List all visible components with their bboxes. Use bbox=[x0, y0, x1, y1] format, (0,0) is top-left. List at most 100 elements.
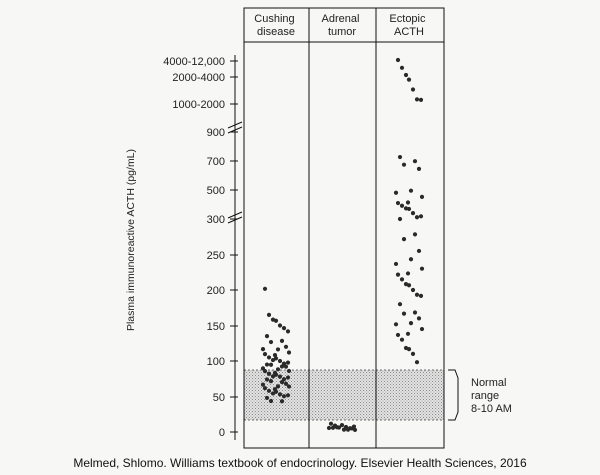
data-point bbox=[266, 355, 272, 360]
data-point bbox=[273, 356, 279, 361]
data-point bbox=[408, 321, 414, 326]
data-point bbox=[410, 351, 416, 356]
data-point bbox=[401, 237, 407, 242]
y-tick-label: 2000-4000 bbox=[172, 72, 225, 84]
data-point bbox=[412, 159, 418, 164]
data-point bbox=[352, 427, 358, 432]
data-point bbox=[285, 329, 291, 334]
data-point bbox=[262, 286, 268, 291]
data-point bbox=[272, 353, 278, 358]
data-point bbox=[418, 214, 424, 219]
data-point bbox=[268, 339, 274, 345]
data-point bbox=[406, 347, 412, 352]
normal-range-label-line2: range bbox=[471, 390, 499, 402]
data-point bbox=[393, 261, 399, 267]
y-tick-label: 700 bbox=[207, 156, 225, 168]
data-point bbox=[279, 364, 285, 369]
y-axis-break bbox=[227, 121, 243, 224]
data-point bbox=[397, 302, 403, 307]
data-point bbox=[419, 194, 425, 199]
data-point bbox=[418, 97, 424, 102]
y-tick-label: 900 bbox=[207, 127, 225, 139]
column-label-cushing: Cushing disease bbox=[254, 13, 297, 38]
y-tick-label: 50 bbox=[213, 392, 225, 404]
data-point bbox=[268, 362, 274, 367]
data-point bbox=[412, 232, 418, 237]
normal-range-label-line3: 8-10 AM bbox=[471, 403, 512, 415]
data-point bbox=[406, 283, 412, 288]
data-point bbox=[405, 331, 411, 336]
data-points bbox=[260, 57, 425, 432]
data-point bbox=[401, 311, 407, 316]
data-point bbox=[273, 318, 279, 323]
data-point bbox=[286, 350, 292, 355]
data-point bbox=[264, 377, 270, 382]
data-point bbox=[279, 338, 285, 343]
plot-frame bbox=[243, 7, 445, 449]
column-label-ectopic: Ectopic ACTH bbox=[389, 13, 428, 38]
data-point bbox=[268, 379, 274, 384]
data-point bbox=[405, 271, 411, 276]
data-point bbox=[393, 190, 399, 195]
normal-range-band bbox=[244, 370, 444, 420]
column-label-adrenal: Adrenal tumor bbox=[322, 13, 363, 38]
data-point bbox=[286, 384, 292, 389]
data-point bbox=[399, 337, 405, 342]
normal-range-bracket bbox=[448, 369, 459, 421]
data-point bbox=[339, 423, 345, 428]
data-point bbox=[264, 334, 270, 339]
data-point bbox=[279, 379, 285, 385]
data-point bbox=[395, 272, 401, 277]
y-tick-label: 4000-12,000 bbox=[163, 56, 225, 68]
column-label-ectopic-line2: ACTH bbox=[394, 26, 424, 38]
y-tick-label: 200 bbox=[207, 285, 225, 297]
data-point bbox=[397, 216, 403, 222]
column-label-ectopic-line1: Ectopic bbox=[389, 13, 426, 25]
data-point bbox=[262, 369, 268, 374]
normal-range-label-line1: Normal bbox=[471, 377, 506, 389]
citation: Melmed, Shlomo. Williams textbook of end… bbox=[73, 456, 527, 470]
data-point bbox=[399, 277, 405, 282]
data-point bbox=[418, 293, 424, 298]
y-tick-label: 500 bbox=[207, 185, 225, 197]
data-point bbox=[264, 395, 270, 401]
data-point bbox=[416, 316, 422, 321]
data-point bbox=[416, 248, 422, 254]
data-point bbox=[266, 371, 272, 376]
data-point bbox=[281, 326, 287, 331]
data-point bbox=[275, 384, 281, 389]
y-tick-label: 300 bbox=[207, 214, 225, 226]
data-point bbox=[334, 425, 340, 430]
data-point bbox=[395, 57, 401, 63]
y-axis-break-mark-4 bbox=[227, 216, 243, 224]
column-label-adrenal-line1: Adrenal bbox=[322, 13, 360, 25]
data-point bbox=[419, 326, 425, 332]
data-point bbox=[283, 344, 289, 349]
data-point bbox=[283, 364, 289, 369]
data-point bbox=[262, 352, 268, 357]
data-point bbox=[408, 188, 414, 193]
data-point bbox=[414, 360, 420, 365]
data-point bbox=[410, 287, 416, 293]
data-point bbox=[275, 367, 281, 372]
data-point bbox=[416, 166, 422, 171]
y-axis-break-mark-1 bbox=[227, 121, 243, 129]
y-tick-label: 1000-2000 bbox=[172, 99, 225, 111]
data-point bbox=[414, 215, 420, 220]
data-point bbox=[414, 97, 420, 102]
data-point bbox=[277, 358, 283, 364]
data-point bbox=[393, 322, 399, 327]
data-point bbox=[408, 257, 414, 262]
data-point bbox=[412, 310, 418, 315]
data-point bbox=[399, 65, 405, 70]
data-point bbox=[330, 425, 336, 430]
data-point bbox=[268, 398, 274, 404]
data-point bbox=[286, 368, 292, 374]
data-point bbox=[406, 77, 412, 82]
data-point bbox=[285, 360, 291, 365]
y-tick-label: 100 bbox=[207, 356, 225, 368]
data-point bbox=[397, 154, 403, 160]
y-tick-label: 0 bbox=[219, 427, 225, 439]
column-label-cushing-line2: disease bbox=[257, 26, 295, 38]
